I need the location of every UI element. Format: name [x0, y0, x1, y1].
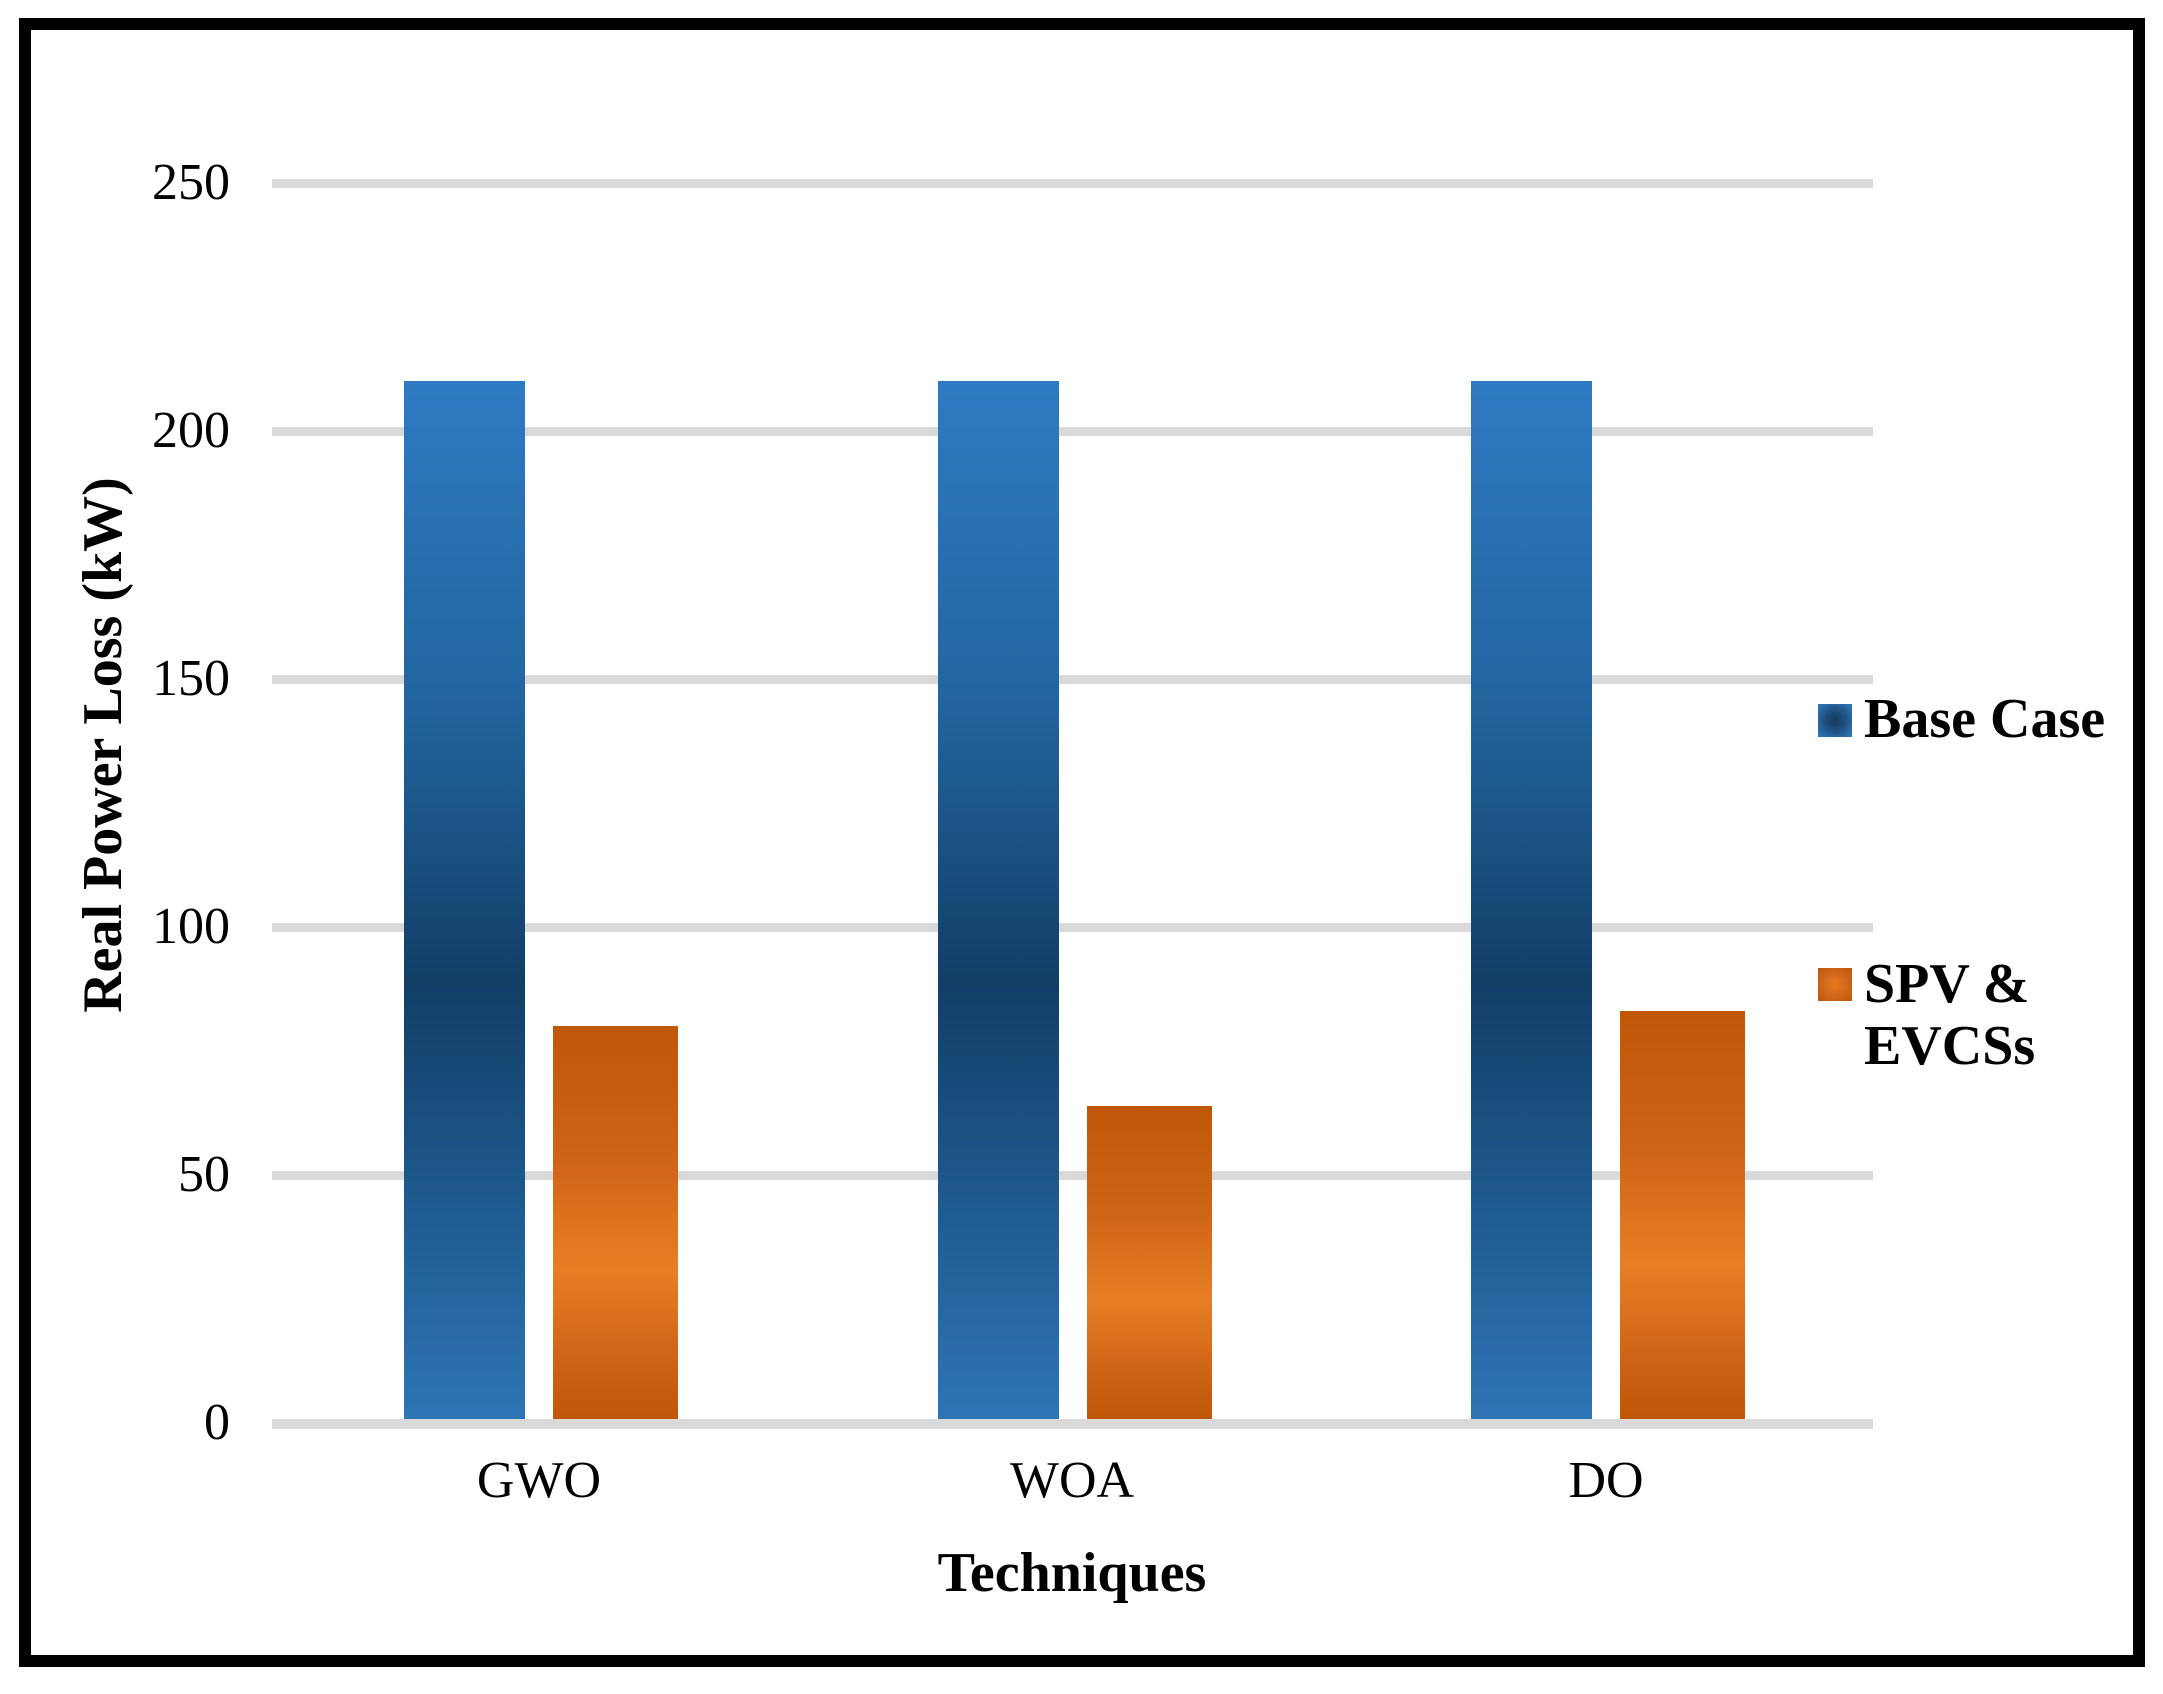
y-tick-label-200: 200	[152, 402, 230, 459]
bar-spv-evcss-gwo	[553, 1026, 678, 1419]
x-axis-line	[272, 1419, 1873, 1429]
x-axis-title: Techniques	[937, 1542, 1207, 1604]
gridline-50	[272, 1171, 1873, 1180]
y-tick-label-250: 250	[152, 154, 230, 211]
x-category-label-woa: WOA	[1009, 1452, 1135, 1509]
legend-label-base-case: Base Case	[1864, 688, 2106, 750]
gridline-100	[272, 923, 1873, 932]
x-category-label-do: DO	[1568, 1452, 1644, 1509]
gridline-250	[272, 179, 1873, 188]
legend-item-spv-evcss: SPV & EVCSs	[1818, 953, 2035, 1077]
legend-swatch-base-case	[1818, 704, 1852, 737]
y-axis-title: Real Power Loss (kW)	[72, 477, 134, 1013]
gridline-150	[272, 675, 1873, 684]
bar-base-case-do	[1471, 381, 1592, 1419]
gridline-200	[272, 427, 1873, 436]
legend-swatch-spv-evcss	[1818, 968, 1852, 1001]
chart-frame: 250 200 150 100 50 0 Real Power Loss (kW) GWO…	[19, 18, 2145, 1667]
legend-label-spv-evcss: SPV & EVCSs	[1864, 953, 2036, 1077]
legend-item-base-case: Base Case	[1818, 688, 2105, 750]
y-tick-label-100: 100	[152, 898, 230, 955]
bar-base-case-woa	[937, 381, 1059, 1419]
bar-spv-evcss-do	[1620, 1011, 1745, 1419]
y-tick-label-150: 150	[152, 650, 230, 707]
x-category-label-gwo: GWO	[476, 1452, 602, 1509]
bar-base-case-gwo	[404, 381, 525, 1419]
bar-spv-evcss-woa	[1086, 1105, 1212, 1419]
y-tick-label-50: 50	[178, 1146, 230, 1203]
y-tick-label-0: 0	[204, 1394, 230, 1451]
